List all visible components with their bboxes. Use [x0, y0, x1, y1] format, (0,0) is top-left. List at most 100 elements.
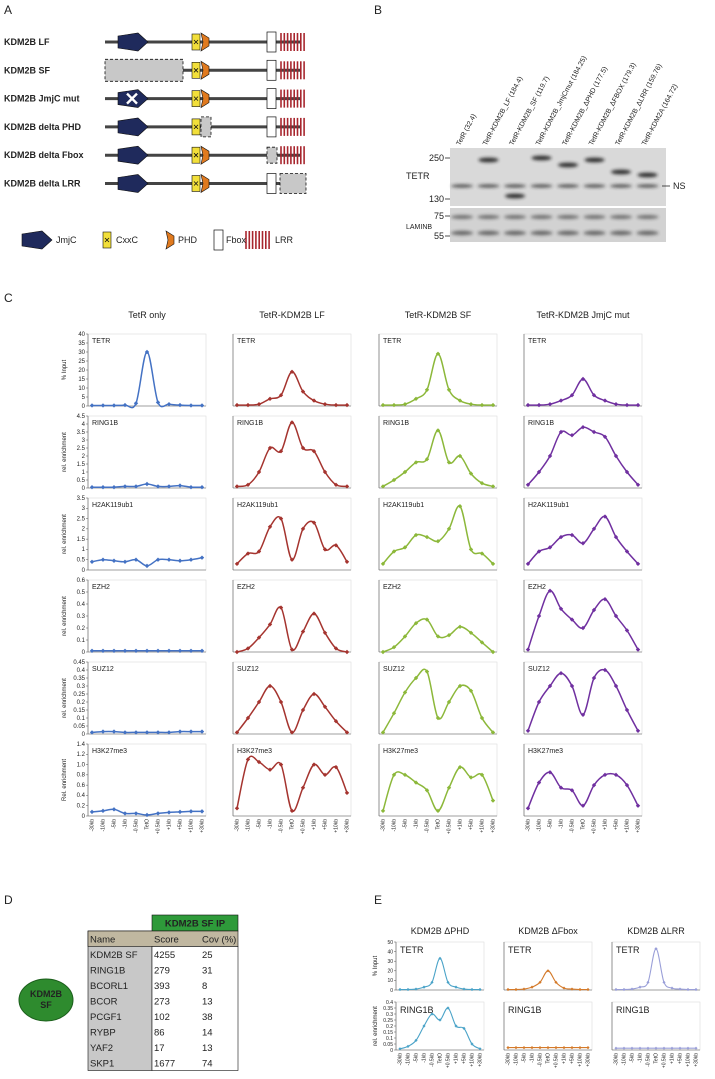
- data-point: [578, 1046, 582, 1050]
- data-point: [614, 1046, 618, 1050]
- chart-title: TetR only: [128, 310, 166, 320]
- data-point: [155, 648, 161, 653]
- data-point: [558, 785, 564, 790]
- jmjc-domain: [21, 230, 53, 250]
- fbox-domain: [266, 31, 277, 53]
- mw-marker: 130: [429, 194, 444, 204]
- data-point: [554, 980, 558, 984]
- data-point: [435, 634, 441, 639]
- data-point: [678, 1046, 682, 1050]
- table-cell: 13: [202, 1043, 213, 1054]
- x-tick-label: +0.5kb: [446, 1053, 452, 1068]
- series-line: [527, 378, 639, 406]
- data-point: [256, 469, 262, 475]
- x-tick-label: TetO: [290, 819, 296, 830]
- y-tick-label: 35: [78, 341, 85, 347]
- panel-label: C: [4, 291, 13, 305]
- data-point: [422, 985, 426, 989]
- data-point: [278, 605, 284, 610]
- data-point: [624, 782, 630, 788]
- data-point: [490, 484, 496, 489]
- table-cell: BCOR: [90, 997, 118, 1008]
- x-tick-label: TetO: [654, 1053, 660, 1064]
- data-point: [558, 429, 564, 435]
- data-point: [624, 628, 630, 633]
- data-point: [622, 987, 626, 992]
- data-point: [414, 1038, 418, 1042]
- data-point: [635, 561, 641, 567]
- y-tick-label: 3: [82, 438, 86, 444]
- data-point: [402, 402, 408, 407]
- series-line: [399, 957, 481, 991]
- data-point: [199, 729, 205, 734]
- y-tick-label: 0.2: [77, 700, 86, 706]
- series-label: RING1B: [508, 1005, 542, 1015]
- panel-label: E: [374, 893, 382, 907]
- data-point: [177, 483, 183, 488]
- y-tick-label: 0.5: [77, 478, 86, 484]
- jmjc-domain: [117, 32, 149, 52]
- data-point: [547, 588, 553, 593]
- data-point: [506, 1046, 510, 1050]
- data-point: [547, 402, 553, 407]
- y-tick-label: 0.35: [73, 676, 85, 682]
- legend-label: JmjC: [56, 235, 77, 245]
- data-point: [591, 675, 597, 681]
- data-point: [570, 987, 574, 991]
- y-tick-label: 0.1: [386, 1036, 393, 1042]
- blot-band: [557, 184, 579, 188]
- data-point: [446, 526, 452, 532]
- data-point: [613, 402, 619, 407]
- data-point: [435, 539, 441, 544]
- data-point: [300, 445, 306, 451]
- data-point: [525, 806, 531, 811]
- x-tick-label: +5kb: [469, 819, 475, 830]
- y-tick-label: 20: [387, 969, 393, 975]
- jmjc-domain: [117, 117, 149, 137]
- y-tick-label: 0.4: [77, 602, 86, 608]
- blot-band: [636, 215, 659, 219]
- x-tick-label: +10kb: [480, 819, 486, 833]
- x-tick-label: -10kb: [392, 819, 398, 832]
- data-point: [624, 469, 630, 475]
- data-point: [424, 457, 430, 462]
- data-point: [267, 445, 273, 451]
- x-tick-label: +1kb: [670, 1053, 676, 1064]
- series-label: TETR: [383, 338, 401, 345]
- ns-label: NS: [673, 181, 686, 191]
- data-point: [333, 543, 339, 548]
- data-point: [586, 987, 590, 992]
- series-line: [236, 755, 348, 813]
- data-point: [380, 484, 386, 489]
- data-point: [89, 403, 95, 408]
- data-point: [478, 1047, 482, 1051]
- data-point: [402, 772, 408, 778]
- data-point: [662, 980, 666, 984]
- y-tick-label: 40: [78, 332, 85, 338]
- data-point: [446, 387, 452, 392]
- y-axis-label: rel. enrichment: [373, 1006, 379, 1046]
- lane-label: TetR (32.4): [456, 113, 478, 147]
- data-point: [100, 648, 106, 653]
- x-tick-label: -1kb: [559, 819, 565, 829]
- data-point: [446, 1006, 450, 1010]
- data-point: [438, 956, 442, 960]
- table-cell: PCGF1: [90, 1012, 122, 1023]
- cxxc-x: [193, 181, 199, 186]
- series-label: H3K27me3: [383, 748, 418, 755]
- y-tick-label: 1.0: [77, 762, 86, 768]
- data-point: [686, 987, 690, 992]
- y-tick-label: 0.6: [77, 783, 86, 789]
- data-point: [289, 369, 295, 374]
- data-point: [602, 398, 608, 403]
- data-point: [654, 947, 658, 951]
- data-point: [536, 402, 542, 408]
- data-point: [344, 790, 350, 796]
- y-tick-label: 0.6: [77, 578, 86, 584]
- phd-domain: [200, 173, 210, 194]
- data-point: [454, 1024, 458, 1028]
- data-point: [380, 561, 386, 567]
- data-point: [111, 648, 117, 653]
- data-point: [133, 811, 139, 816]
- x-tick-label: TetO: [581, 819, 587, 830]
